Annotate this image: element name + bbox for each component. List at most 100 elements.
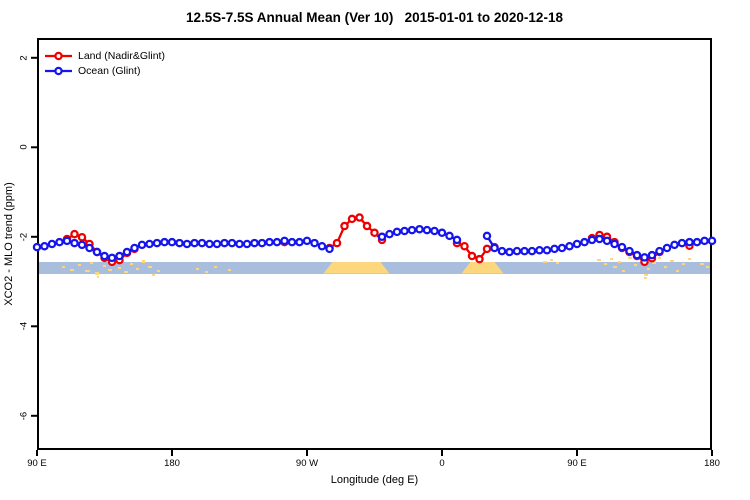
data-point-marker [347,214,357,224]
island-speckle [670,260,674,262]
data-point-marker [55,237,64,247]
data-point-marker [467,251,477,261]
data-point-marker [122,247,132,257]
x-axis-title: Longitude (deg E) [330,474,419,486]
island-speckle [70,269,74,271]
data-point-marker [310,238,319,248]
island-speckle [142,260,145,263]
data-point-marker [115,251,124,261]
island-speckle [196,268,199,270]
data-point-marker [62,236,72,246]
data-point-marker [520,246,529,256]
data-point-marker [392,227,402,237]
island-speckle [647,268,650,270]
y-tick-label: -4 [18,322,30,331]
data-point-marker [437,228,447,238]
data-point-marker [542,245,552,255]
data-point-marker [670,240,679,250]
data-point-marker [197,238,207,248]
data-point-marker [700,236,709,246]
island-speckle [543,261,547,263]
y-tick-label: -6 [18,411,30,421]
data-point-marker [70,229,79,239]
data-point-marker [317,241,327,251]
land-series-marker-icon [45,51,72,60]
island-speckle [676,270,679,272]
data-point-marker [167,237,177,247]
land-band-segment [324,262,390,274]
island-speckle [700,263,704,265]
data-point-marker [617,242,627,252]
island-speckle [103,265,106,267]
legend-label-ocean: Ocean (Glint) [78,64,141,77]
data-point-marker [385,229,394,239]
data-point-marker [625,246,634,256]
island-speckle [634,264,637,266]
data-point-marker [640,253,649,262]
legend: Land (Nadir&Glint) Ocean (Glint) [45,48,165,78]
island-speckle [664,266,667,268]
data-point-marker [377,232,387,242]
data-point-marker [557,243,567,253]
data-point-marker [505,247,514,257]
data-point-marker [220,238,229,248]
data-point-marker [235,239,244,249]
data-point-marker [287,237,297,247]
data-point-marker [677,238,687,248]
island-speckle [152,274,155,276]
data-point-marker [647,250,657,260]
data-point-marker [490,243,499,253]
island-speckle [613,266,617,268]
x-tick-label: 0 [439,458,445,469]
island-speckle [550,259,553,261]
data-point-marker [100,251,109,261]
data-point-marker [475,254,484,264]
island-speckle [148,266,152,268]
island-speckle [108,269,112,271]
data-point-marker [407,225,417,235]
data-point-marker [362,221,372,231]
data-point-marker [610,239,619,249]
data-point-marker [602,236,612,246]
data-point-marker [332,238,342,248]
data-point-marker [145,239,154,249]
data-point-marker [580,237,589,247]
island-speckle [118,267,121,269]
data-point-marker [302,236,312,246]
data-point-marker [257,238,267,248]
chart-title: 12.5S-7.5S Annual Mean (Ver 10) 2015-01-… [186,10,563,25]
y-tick-label: 0 [18,144,30,150]
data-point-marker [182,239,192,249]
island-speckle [78,264,81,266]
island-speckle [658,257,661,259]
data-point-marker [205,239,214,249]
island-speckle [644,277,647,279]
data-point-marker [77,232,87,242]
island-speckle [628,257,632,259]
data-point-marker [595,234,604,244]
island-speckle [597,259,601,261]
island-speckle [97,276,99,278]
data-point-marker [452,235,462,245]
data-point-marker [130,243,139,253]
data-point-marker [227,238,237,248]
data-point-marker [175,238,184,248]
island-speckle [688,258,691,260]
island-speckle [652,262,656,264]
island-speckle [205,271,208,273]
data-point-marker [632,250,642,260]
data-point-marker [685,237,694,247]
island-speckle [124,271,128,273]
island-speckle [136,268,139,270]
data-point-marker [527,246,537,256]
island-speckle [556,262,559,264]
island-speckle [618,261,621,263]
data-point-marker [430,226,439,236]
data-point-marker [572,239,582,249]
data-point-marker [422,225,432,235]
legend-label-land: Land (Nadir&Glint) [78,49,165,62]
data-point-marker [325,244,334,254]
data-point-marker [250,238,259,248]
